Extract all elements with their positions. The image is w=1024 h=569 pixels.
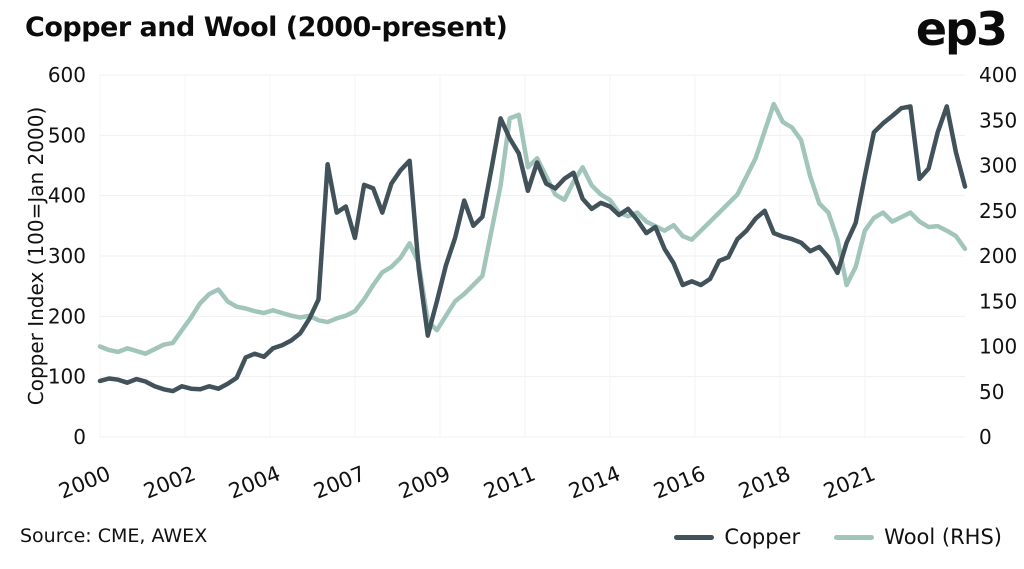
- legend-label-copper: Copper: [724, 525, 801, 549]
- left-axis-tick-label: 0: [73, 425, 86, 449]
- right-axis-tick-label: 300: [979, 154, 1017, 178]
- left-axis-tick-label: 600: [48, 63, 86, 87]
- copper-line-swatch: [674, 534, 715, 540]
- copper-line: [97, 104, 968, 394]
- x-axis-tick-label: 2007: [310, 461, 369, 503]
- ep3-logo: ep3: [915, 2, 1008, 56]
- right-axis-tick-label: 350: [979, 108, 1017, 132]
- source-note: Source: CME, AWEX: [20, 525, 208, 547]
- legend-item-wool: Wool (RHS): [834, 525, 1002, 549]
- legend-item-copper: Copper: [674, 525, 800, 549]
- left-axis-tick-label: 300: [48, 244, 86, 268]
- x-axis-tick-label: 2000: [55, 461, 114, 503]
- right-axis-tick-label: 200: [979, 244, 1017, 268]
- right-axis-tick-label: 100: [979, 335, 1017, 359]
- wool-line: [97, 101, 968, 356]
- legend-label-wool: Wool (RHS): [884, 525, 1002, 549]
- x-axis-tick-label: 2002: [140, 461, 199, 503]
- x-axis-tick-label: 2014: [565, 461, 624, 503]
- legend: Copper Wool (RHS): [674, 525, 1002, 549]
- left-axis-tick-label: 500: [48, 123, 86, 147]
- x-axis-tick-label: 2018: [735, 461, 794, 503]
- right-axis-tick-label: 250: [979, 199, 1017, 223]
- x-axis-tick-label: 2016: [650, 461, 709, 503]
- left-axis-tick-label: 400: [48, 184, 86, 208]
- right-axis-tick-label: 150: [979, 289, 1017, 313]
- right-axis-tick-label: 400: [979, 63, 1017, 87]
- right-axis-tick-label: 0: [979, 425, 992, 449]
- left-axis-tick-label: 200: [48, 304, 86, 328]
- wool-line-swatch: [834, 534, 875, 540]
- x-axis-tick-label: 2011: [480, 461, 539, 503]
- right-axis-tick-label: 50: [979, 380, 1004, 404]
- x-axis-tick-label: 2021: [820, 461, 879, 503]
- chart-title: Copper and Wool (2000-present): [25, 12, 508, 43]
- left-axis-tick-label: 100: [48, 365, 86, 389]
- x-axis-tick-label: 2009: [395, 461, 454, 503]
- x-axis-tick-label: 2004: [225, 461, 284, 503]
